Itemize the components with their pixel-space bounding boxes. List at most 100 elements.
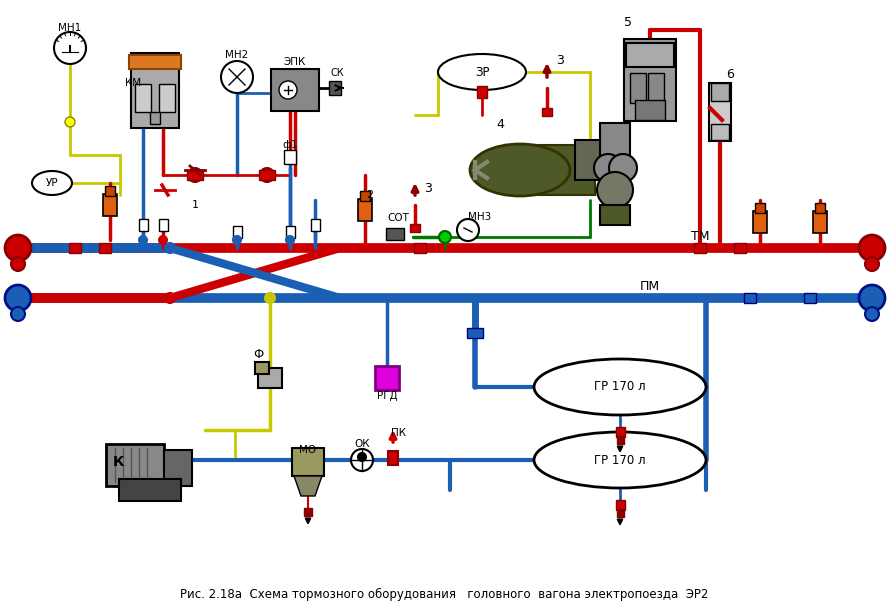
FancyBboxPatch shape [259,170,275,180]
FancyBboxPatch shape [615,500,624,510]
FancyBboxPatch shape [106,444,164,486]
FancyBboxPatch shape [375,366,399,390]
Text: ЗР: ЗР [475,65,489,78]
FancyBboxPatch shape [105,186,115,196]
Ellipse shape [32,171,72,195]
Circle shape [439,231,451,243]
FancyBboxPatch shape [804,293,816,303]
Circle shape [351,449,373,471]
FancyBboxPatch shape [600,205,630,225]
FancyBboxPatch shape [626,43,674,67]
Circle shape [865,307,879,321]
FancyBboxPatch shape [292,448,324,476]
FancyBboxPatch shape [630,73,646,103]
FancyBboxPatch shape [388,451,398,465]
FancyBboxPatch shape [68,243,81,253]
Text: МН3: МН3 [469,212,492,222]
FancyBboxPatch shape [624,39,676,121]
FancyBboxPatch shape [575,140,605,180]
Text: ПК: ПК [390,428,405,438]
FancyBboxPatch shape [601,164,629,192]
Text: ЭПК: ЭПК [284,57,306,67]
Text: ТМ: ТМ [691,230,709,244]
Text: Рис. 2.18а  Схема тормозного оборудования   головного  вагона электропоезда  ЭР2: Рис. 2.18а Схема тормозного оборудования… [180,587,709,601]
Text: КМ: КМ [125,78,141,88]
Circle shape [11,257,25,271]
FancyBboxPatch shape [635,100,665,120]
Circle shape [165,243,175,253]
Circle shape [609,154,637,182]
FancyBboxPatch shape [360,191,370,201]
FancyBboxPatch shape [615,427,624,437]
Circle shape [865,257,879,271]
FancyBboxPatch shape [99,243,111,253]
Circle shape [260,168,274,182]
Text: МН2: МН2 [226,50,249,60]
FancyBboxPatch shape [755,203,765,213]
FancyBboxPatch shape [813,211,827,233]
Ellipse shape [470,144,570,196]
Text: РГД: РГД [377,391,397,401]
Circle shape [286,236,294,244]
FancyBboxPatch shape [542,108,552,116]
FancyBboxPatch shape [150,112,160,124]
Text: МН1: МН1 [59,23,82,33]
FancyBboxPatch shape [600,123,630,173]
Circle shape [11,307,25,321]
FancyBboxPatch shape [103,194,117,216]
FancyBboxPatch shape [158,219,167,231]
Circle shape [5,285,31,311]
FancyBboxPatch shape [711,83,729,101]
Circle shape [159,236,167,244]
FancyBboxPatch shape [358,199,372,221]
Circle shape [358,453,366,461]
FancyBboxPatch shape [135,84,151,112]
Circle shape [5,235,31,261]
FancyBboxPatch shape [477,86,487,98]
Circle shape [279,81,297,99]
FancyBboxPatch shape [129,55,181,69]
FancyBboxPatch shape [233,226,242,238]
FancyBboxPatch shape [693,243,706,253]
Circle shape [54,32,86,64]
FancyBboxPatch shape [753,211,767,233]
Circle shape [859,285,885,311]
FancyBboxPatch shape [131,53,179,128]
FancyBboxPatch shape [616,509,623,517]
FancyBboxPatch shape [187,170,203,180]
Text: 5: 5 [624,15,632,29]
Polygon shape [294,476,322,496]
FancyBboxPatch shape [310,219,319,231]
Text: УР: УР [45,178,59,188]
Text: 6: 6 [726,68,734,81]
FancyBboxPatch shape [119,479,181,501]
FancyBboxPatch shape [255,362,269,374]
FancyBboxPatch shape [304,508,312,516]
Text: Ф: Ф [252,348,263,362]
FancyBboxPatch shape [744,293,757,303]
Circle shape [597,172,633,208]
FancyBboxPatch shape [467,328,483,338]
FancyBboxPatch shape [164,450,192,486]
Text: ГР 170 л: ГР 170 л [594,453,645,467]
Text: 3: 3 [424,181,432,194]
Text: 2: 2 [366,190,373,200]
FancyBboxPatch shape [733,243,746,253]
FancyBboxPatch shape [413,243,427,253]
Text: ОК: ОК [354,439,370,449]
FancyBboxPatch shape [285,226,294,238]
FancyBboxPatch shape [284,150,296,164]
FancyBboxPatch shape [815,203,825,213]
Circle shape [139,236,147,244]
FancyBboxPatch shape [329,81,341,95]
Text: ф1: ф1 [282,140,298,150]
Circle shape [233,236,241,244]
FancyBboxPatch shape [505,145,595,195]
FancyBboxPatch shape [711,124,729,140]
Text: СК: СК [330,68,344,78]
Text: К: К [112,455,124,469]
Circle shape [65,117,75,127]
Text: ПМ: ПМ [640,280,660,293]
Text: ГР 170 л: ГР 170 л [594,381,645,393]
Circle shape [859,235,885,261]
